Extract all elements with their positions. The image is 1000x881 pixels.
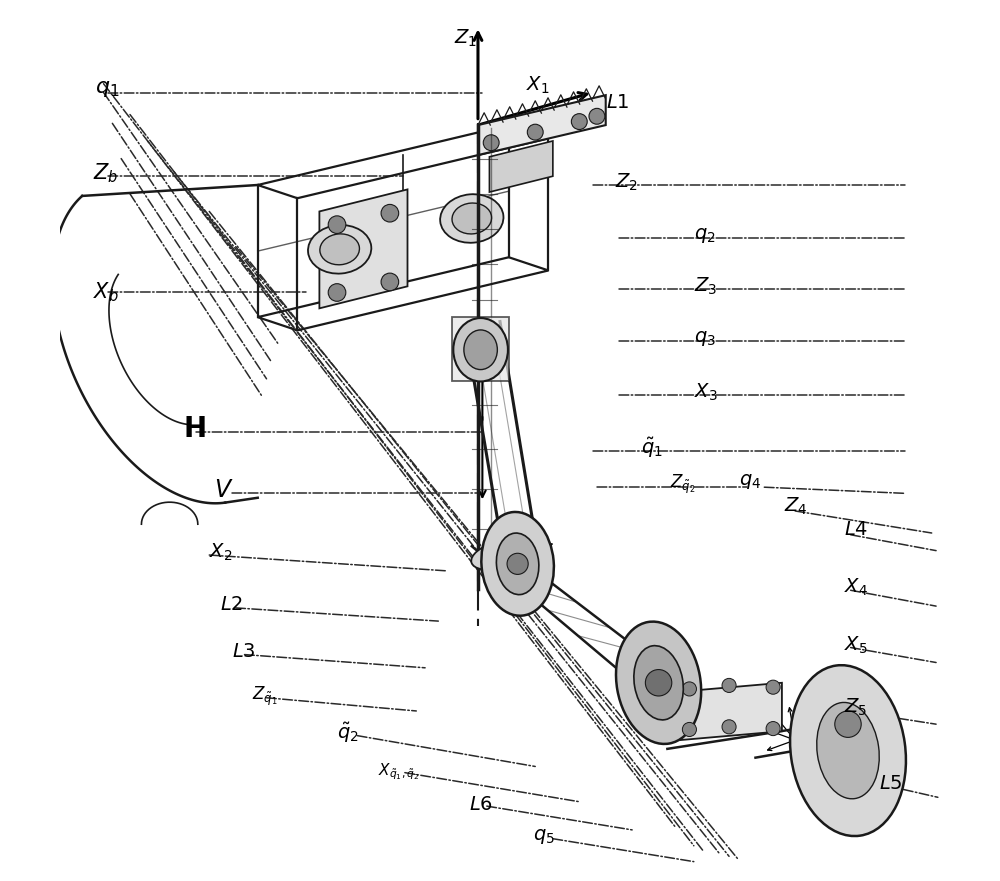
Circle shape [381, 273, 399, 291]
Ellipse shape [440, 194, 503, 243]
Circle shape [571, 114, 587, 130]
Ellipse shape [622, 666, 695, 700]
Text: $q_2$: $q_2$ [694, 226, 715, 245]
Ellipse shape [790, 665, 906, 836]
Ellipse shape [616, 622, 701, 744]
Text: $q_3$: $q_3$ [694, 329, 716, 348]
Text: $L2$: $L2$ [220, 596, 243, 614]
Ellipse shape [464, 330, 497, 370]
Polygon shape [489, 141, 553, 192]
Ellipse shape [496, 533, 539, 595]
Text: $Z_b$: $Z_b$ [93, 162, 118, 185]
Ellipse shape [817, 702, 879, 799]
Text: $Z_5$: $Z_5$ [844, 697, 867, 718]
Circle shape [483, 135, 499, 151]
Text: $X_b$: $X_b$ [93, 281, 119, 304]
Circle shape [766, 722, 780, 736]
Ellipse shape [320, 233, 359, 265]
Text: $L6$: $L6$ [469, 796, 493, 814]
Circle shape [645, 670, 672, 696]
Text: $Z_1$: $Z_1$ [454, 27, 477, 48]
Text: $Z_3$: $Z_3$ [694, 276, 717, 297]
Text: $L4$: $L4$ [844, 522, 868, 539]
Ellipse shape [634, 646, 683, 720]
Text: $Z_4$: $Z_4$ [784, 496, 807, 517]
Text: $V$: $V$ [214, 479, 233, 502]
Polygon shape [681, 683, 782, 740]
Circle shape [328, 216, 346, 233]
Text: $q_4$: $q_4$ [739, 472, 761, 492]
Text: $q_1$: $q_1$ [95, 78, 119, 99]
Text: $q_5$: $q_5$ [533, 827, 555, 847]
Circle shape [682, 682, 696, 696]
Polygon shape [478, 95, 606, 155]
Text: $L1$: $L1$ [606, 94, 629, 112]
Circle shape [328, 284, 346, 301]
Circle shape [766, 680, 780, 694]
Ellipse shape [471, 540, 527, 570]
Text: $\tilde{q}_2$: $\tilde{q}_2$ [337, 721, 359, 745]
Circle shape [722, 678, 736, 692]
Polygon shape [319, 189, 407, 308]
Ellipse shape [452, 203, 492, 234]
Circle shape [682, 722, 696, 737]
Text: $X_5$: $X_5$ [844, 634, 867, 655]
Text: $\mathbf{H}$: $\mathbf{H}$ [183, 416, 205, 442]
Polygon shape [452, 317, 509, 381]
Text: $Z_{\tilde{q}_1}$: $Z_{\tilde{q}_1}$ [252, 685, 277, 707]
Ellipse shape [308, 225, 371, 274]
Text: $X_1$: $X_1$ [526, 75, 550, 96]
Circle shape [589, 108, 605, 124]
Circle shape [722, 720, 736, 734]
Circle shape [835, 711, 861, 737]
Text: $X_3$: $X_3$ [694, 381, 718, 403]
Text: $L3$: $L3$ [232, 643, 256, 661]
Text: $X_2$: $X_2$ [209, 542, 233, 563]
Circle shape [507, 553, 528, 574]
Text: $L5$: $L5$ [879, 775, 902, 793]
Text: $X_{\tilde{q}_1,\tilde{q}_2}$: $X_{\tilde{q}_1,\tilde{q}_2}$ [378, 761, 420, 782]
Ellipse shape [453, 318, 508, 381]
Circle shape [381, 204, 399, 222]
Text: $Z_{\tilde{q}_2}$: $Z_{\tilde{q}_2}$ [670, 473, 696, 496]
Ellipse shape [481, 512, 554, 616]
Text: $\tilde{q}_1$: $\tilde{q}_1$ [641, 435, 663, 460]
Circle shape [527, 124, 543, 140]
Text: $Z_2$: $Z_2$ [615, 172, 638, 193]
Text: $X_4$: $X_4$ [844, 577, 868, 598]
